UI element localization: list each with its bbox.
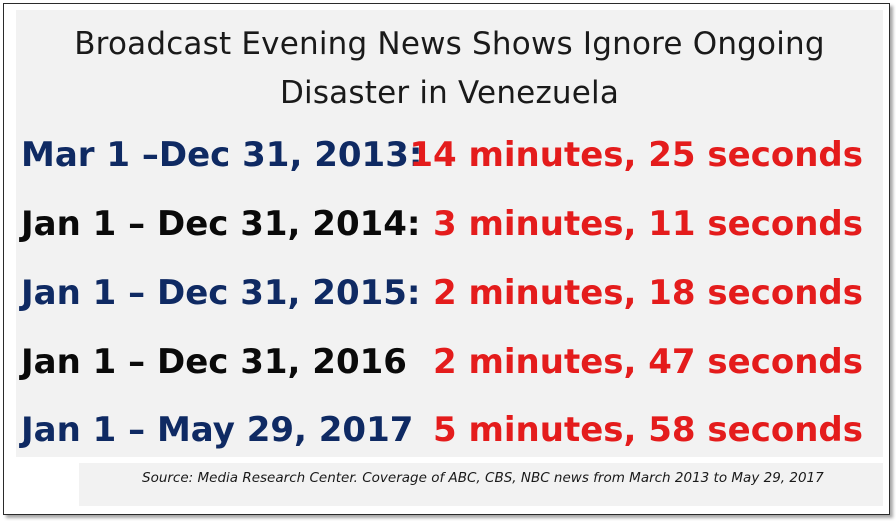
duration-value-2014: 3 minutes, 11 seconds [432, 204, 863, 244]
duration-value-2013: 14 minutes, 25 seconds [409, 135, 863, 175]
period-label-2015: Jan 1 – Dec 31, 2015: [21, 273, 421, 313]
period-label-2013: Mar 1 –Dec 31, 2013: [21, 135, 423, 175]
title: Broadcast Evening News Shows Ignore Ongo… [16, 20, 883, 118]
period-label-2017: Jan 1 – May 29, 2017 [21, 410, 414, 450]
coverage-row-2015: Jan 1 – Dec 31, 2015: 2 minutes, 18 seco… [16, 263, 883, 323]
coverage-row-2016: Jan 1 – Dec 31, 2016 2 minutes, 47 secon… [16, 332, 883, 392]
period-label-2014: Jan 1 – Dec 31, 2014: [21, 204, 421, 244]
duration-value-2015: 2 minutes, 18 seconds [432, 273, 863, 313]
source-note: Source: Media Research Center. Coverage … [142, 470, 824, 486]
title-line-2: Disaster in Venezuela [279, 75, 620, 111]
coverage-row-2013: Mar 1 –Dec 31, 2013: 14 minutes, 25 seco… [16, 125, 883, 185]
duration-value-2017: 5 minutes, 58 seconds [432, 410, 863, 450]
graphic-frame: Broadcast Evening News Shows Ignore Ongo… [3, 3, 890, 515]
coverage-row-2014: Jan 1 – Dec 31, 2014: 3 minutes, 11 seco… [16, 194, 883, 254]
source-footer: Source: Media Research Center. Coverage … [79, 463, 883, 506]
coverage-row-2017: Jan 1 – May 29, 2017 5 minutes, 58 secon… [16, 400, 883, 460]
duration-value-2016: 2 minutes, 47 seconds [432, 342, 863, 382]
content-panel: Broadcast Evening News Shows Ignore Ongo… [16, 10, 883, 457]
title-line-1: Broadcast Evening News Shows Ignore Ongo… [74, 26, 825, 62]
period-label-2016: Jan 1 – Dec 31, 2016 [21, 342, 407, 382]
